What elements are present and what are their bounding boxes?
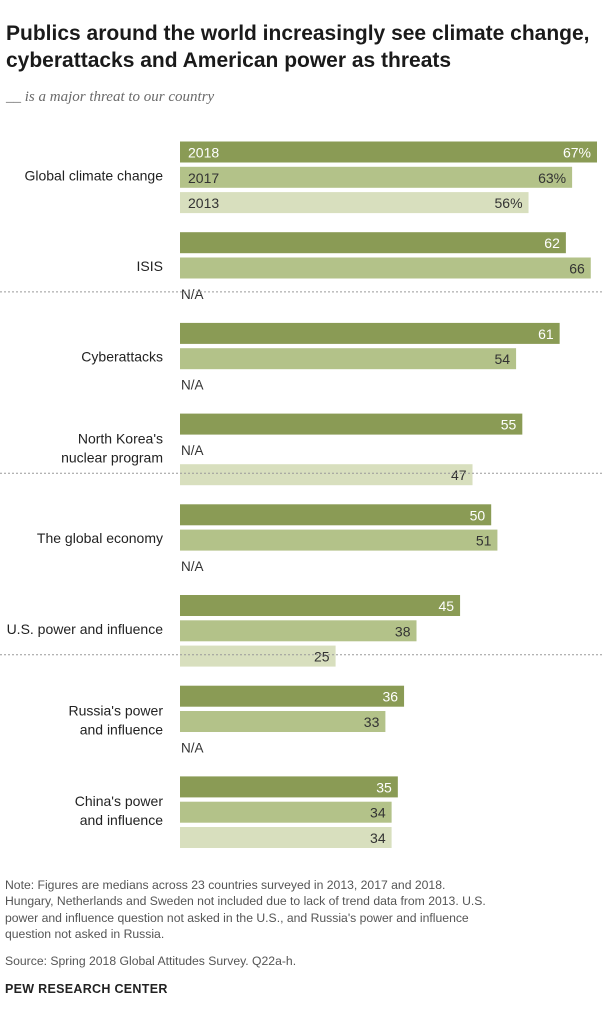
data-label: 34 <box>370 805 386 821</box>
data-label: 25 <box>314 649 330 665</box>
bar-2018 <box>180 232 566 254</box>
bar-2018 <box>180 595 461 616</box>
category-label: Cyberattacks <box>81 349 163 365</box>
bar-2018 <box>180 685 405 707</box>
na-label: N/A <box>181 378 204 393</box>
chart-subtitle: __ is a major threat to our country <box>6 89 215 105</box>
bar-chart: Global climate change 2018 67% 2017 63% 2013 5… <box>0 141 604 848</box>
chart-title: Publics around the world increasingly se… <box>6 22 590 72</box>
series-label: 2018 <box>188 145 219 161</box>
data-label: 67% <box>563 145 591 161</box>
na-label: N/A <box>181 443 204 458</box>
bar-2017 <box>180 529 498 551</box>
footnote: Note: Figures are medians across 23 coun… <box>5 877 601 942</box>
na-label: N/A <box>181 559 204 574</box>
na-label: N/A <box>181 287 204 302</box>
series-label: 2017 <box>188 170 219 186</box>
data-label: 35 <box>376 779 392 795</box>
data-label: 63% <box>538 170 566 186</box>
bar-2013 <box>180 192 529 214</box>
bar-2018 <box>180 776 398 798</box>
data-label: 61 <box>538 326 554 342</box>
source-note: Source: Spring 2018 Global Attitudes Sur… <box>5 954 297 968</box>
category-label: Russia's power and influence <box>69 703 164 738</box>
category-label: China's power and influence <box>75 793 164 828</box>
data-label: 33 <box>364 714 380 730</box>
data-label: 56% <box>495 195 523 211</box>
bar-2017 <box>180 801 392 823</box>
data-label: 36 <box>382 689 398 705</box>
na-label: N/A <box>181 740 204 755</box>
category-label: ISIS <box>137 258 163 274</box>
data-label: 62 <box>544 235 560 251</box>
brand-logo-text: PEW RESEARCH CENTER <box>5 982 168 996</box>
category-label: North Korea's nuclear program <box>61 430 163 465</box>
series-label: 2013 <box>188 195 219 211</box>
category-label: U.S. power and influence <box>7 621 164 637</box>
bar-2013 <box>180 827 392 848</box>
data-label: 47 <box>451 467 467 483</box>
data-label: 66 <box>569 261 585 277</box>
data-label: 54 <box>495 351 511 367</box>
bar-2017 <box>180 166 573 188</box>
bar-2018 <box>180 141 597 163</box>
bar-2018 <box>180 413 523 435</box>
footnote-line: question not asked in Russia. <box>5 926 165 941</box>
footnote-line: Note: Figures are medians across 23 coun… <box>5 878 446 892</box>
data-label: 51 <box>476 533 492 549</box>
bar-2018 <box>180 504 492 526</box>
bar-2013 <box>180 645 336 667</box>
bar-2017 <box>180 348 517 370</box>
footnote-line: Hungary, Netherlands and Sweden not incl… <box>5 894 486 909</box>
footnote-line: power and influence question not asked i… <box>5 910 469 925</box>
category-label: Global climate change <box>24 167 163 183</box>
bar-2017 <box>180 257 591 279</box>
data-label: 34 <box>370 830 386 846</box>
bar-2013 <box>180 464 473 486</box>
bar-2018 <box>180 322 560 344</box>
bar-2017 <box>180 620 417 642</box>
data-label: 38 <box>395 623 411 639</box>
data-label: 50 <box>470 507 486 523</box>
data-label: 45 <box>438 598 454 614</box>
bar-2017 <box>180 711 386 732</box>
data-label: 55 <box>501 417 517 433</box>
category-label: The global economy <box>37 530 163 546</box>
